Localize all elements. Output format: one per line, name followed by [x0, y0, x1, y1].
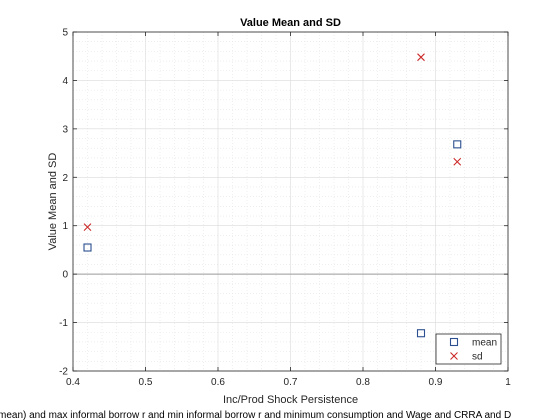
sd-marker — [453, 157, 462, 166]
x-tick-label: 0.6 — [211, 377, 225, 388]
legend-sd-marker — [450, 352, 458, 360]
tick-marks — [72, 31, 509, 372]
y-tick-label: 4 — [62, 76, 68, 87]
chart-title: Value Mean and SD — [240, 17, 341, 29]
y-tick-label: 3 — [62, 124, 68, 135]
x-tick-label: 1 — [505, 377, 511, 388]
y-tick-label: 1 — [62, 221, 68, 232]
mean-marker — [83, 243, 92, 252]
sd-marker-stroke-b — [453, 157, 462, 166]
y-axis-label: Value Mean and SD — [47, 153, 59, 251]
mean-marker — [453, 140, 462, 149]
y-tick-label: 2 — [62, 173, 68, 184]
legend-box — [435, 333, 502, 365]
y-tick-labels: -2 -1 0 1 2 3 4 5 — [59, 28, 68, 378]
y-tick-label: 0 — [62, 270, 68, 281]
legend-items: mean sd — [449, 337, 497, 363]
legend-mean-label: mean — [472, 338, 497, 349]
x-tick-label: 0.4 — [66, 377, 80, 388]
x-tick-label: 0.7 — [284, 377, 298, 388]
x-axis-label: Inc/Prod Shock Persistence — [223, 394, 358, 406]
x-tick-label: 0.5 — [139, 377, 153, 388]
footer-text: mean) and max informal borrow r and min … — [0, 410, 511, 420]
mean-marker — [416, 329, 426, 338]
legend: mean sd — [435, 333, 502, 365]
data-markers — [83, 53, 462, 338]
sd-marker-stroke-b — [83, 223, 92, 232]
x-tick-label: 0.8 — [356, 377, 370, 388]
plot-area: 0.4 0.5 0.6 0.7 0.8 0.9 1 -2 -1 0 1 2 3 4 5 — [59, 28, 511, 389]
sd-marker — [83, 223, 92, 232]
y-tick-label: -2 — [59, 367, 68, 378]
sd-marker-stroke-b — [417, 53, 425, 62]
y-tick-label: 5 — [62, 28, 68, 39]
sd-marker — [417, 53, 425, 62]
y-tick-label: -1 — [59, 318, 68, 329]
x-tick-label: 0.9 — [429, 377, 443, 388]
legend-sd-marker-stroke-b — [450, 352, 458, 360]
legend-mean-marker — [449, 337, 459, 347]
legend-sd-label: sd — [472, 352, 483, 363]
x-tick-labels: 0.4 0.5 0.6 0.7 0.8 0.9 1 — [66, 377, 511, 388]
